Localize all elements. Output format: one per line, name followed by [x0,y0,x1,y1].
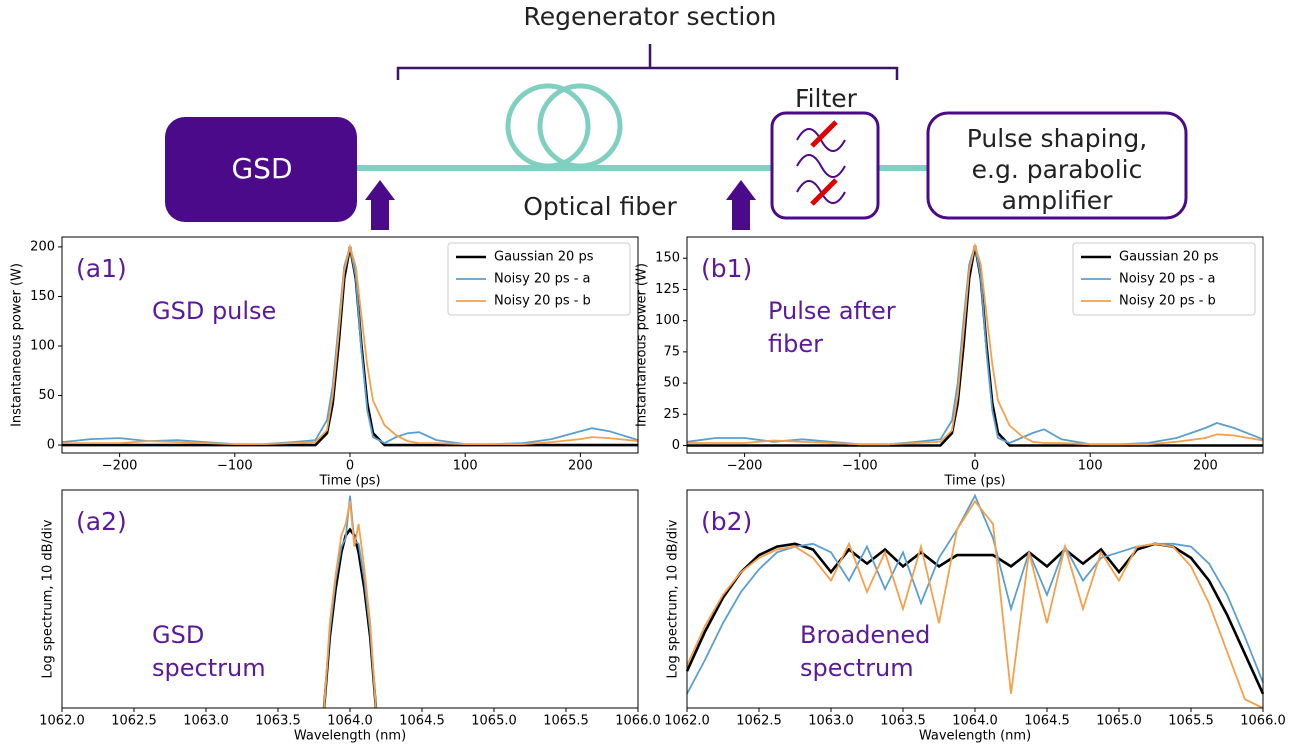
x-tick-label: 1064.0 [952,714,998,729]
shaper-label: amplifier [1002,186,1114,215]
x-tick-label: −200 [727,459,763,474]
fiber-coil [505,83,591,169]
fiber-label: Optical fiber [523,192,677,221]
filter-blocks [810,120,838,206]
series-line [686,245,1264,446]
x-tick-label: 100 [453,459,478,474]
annotation: fiber [768,330,823,358]
section-title: Regenerator section [523,2,776,31]
x-tick-label: −100 [842,459,878,474]
series-line [687,242,1264,446]
legend-label: Noisy 20 ps - a [1119,272,1216,287]
y-tick-label: 50 [663,376,680,391]
series-line [686,499,1264,709]
annotation: (b2) [701,507,752,536]
annotation: GSD pulse [152,297,276,325]
y-axis-label: Log spectrum, 10 dB/div [41,519,56,678]
legend-label: Gaussian 20 ps [1119,250,1219,265]
legend-box [1072,242,1256,316]
shaper-label: e.g. parabolic [972,155,1143,184]
x-tick-label: 1064.5 [1024,714,1070,729]
x-axis-label: Time (ps) [943,474,1005,489]
x-tick-label: 1064.0 [327,714,373,729]
legend-label: Gaussian 20 ps [494,250,594,265]
x-tick-label: 1063.5 [255,714,301,729]
x-tick-label: 1063.0 [808,714,854,729]
y-tick-label: 150 [655,251,680,266]
y-tick-label: 200 [30,239,55,254]
bracket [396,44,899,80]
shaper-label: Pulse shaping, [967,124,1147,153]
x-tick-label: 1062.5 [736,714,782,729]
x-tick-label: 1065.5 [1168,714,1214,729]
x-tick-label: 200 [568,459,593,474]
y-tick-label: 25 [663,407,680,422]
annotation: Broadened [800,621,930,649]
legend-label: Noisy 20 ps - b [1119,294,1216,309]
x-tick-label: −100 [217,459,253,474]
annotation: GSD [152,621,204,649]
y-tick-label: 0 [47,438,55,453]
x-tick-label: 1062.0 [39,714,85,729]
gsd-box [165,117,357,222]
x-axis-label: Wavelength (nm) [294,729,406,744]
series-line [686,493,1264,695]
x-tick-label: 1062.0 [664,714,710,729]
y-axis-label: Log spectrum, 10 dB/div [666,519,681,678]
x-tick-label: 1065.5 [543,714,589,729]
gsd-label: GSD [231,152,292,185]
x-tick-label: 1066.0 [615,714,661,729]
x-tick-label: 1063.5 [880,714,926,729]
x-tick-label: 200 [1193,459,1218,474]
x-tick-label: 1064.5 [399,714,445,729]
fiber-coil [537,83,623,169]
shaper-box [926,111,1188,220]
x-tick-label: 0 [971,459,979,474]
x-axis-label: Wavelength (nm) [919,729,1031,744]
y-tick-label: 75 [663,344,680,359]
y-tick-label: 150 [30,289,55,304]
filter-label: Filter [795,84,858,113]
annotation: spectrum [800,654,914,682]
annotation: spectrum [152,654,266,682]
plot-frame [686,489,1264,709]
annotation: Pulse after [768,297,896,325]
x-tick-label: 1063.0 [183,714,229,729]
y-axis-label: Instantaneous power (W) [10,263,25,427]
y-tick-label: 125 [655,282,680,297]
series-line [685,542,1265,695]
x-tick-label: 1066.0 [1240,714,1286,729]
y-tick-label: 100 [30,338,55,353]
x-tick-label: 1065.0 [1096,714,1142,729]
x-axis-label: Time (ps) [318,474,380,489]
plot-frame [61,489,639,709]
annotation: (b1) [701,254,752,283]
y-tick-label: 0 [672,438,680,453]
x-tick-label: 1062.5 [111,714,157,729]
annotation: (a1) [76,254,127,283]
x-tick-label: 100 [1078,459,1103,474]
y-tick-label: 50 [38,388,55,403]
series-line [323,501,377,709]
legend-box [447,242,631,316]
y-axis-label: Instantaneous power (W) [635,263,650,427]
annotation: (a2) [76,507,127,536]
x-tick-label: −200 [102,459,138,474]
series-line [62,243,639,445]
legend-label: Noisy 20 ps - b [494,294,591,309]
x-tick-label: 1065.0 [471,714,517,729]
legend-label: Noisy 20 ps - a [494,272,591,287]
filter-box [770,111,880,220]
x-tick-label: 0 [346,459,354,474]
y-tick-label: 100 [655,313,680,328]
